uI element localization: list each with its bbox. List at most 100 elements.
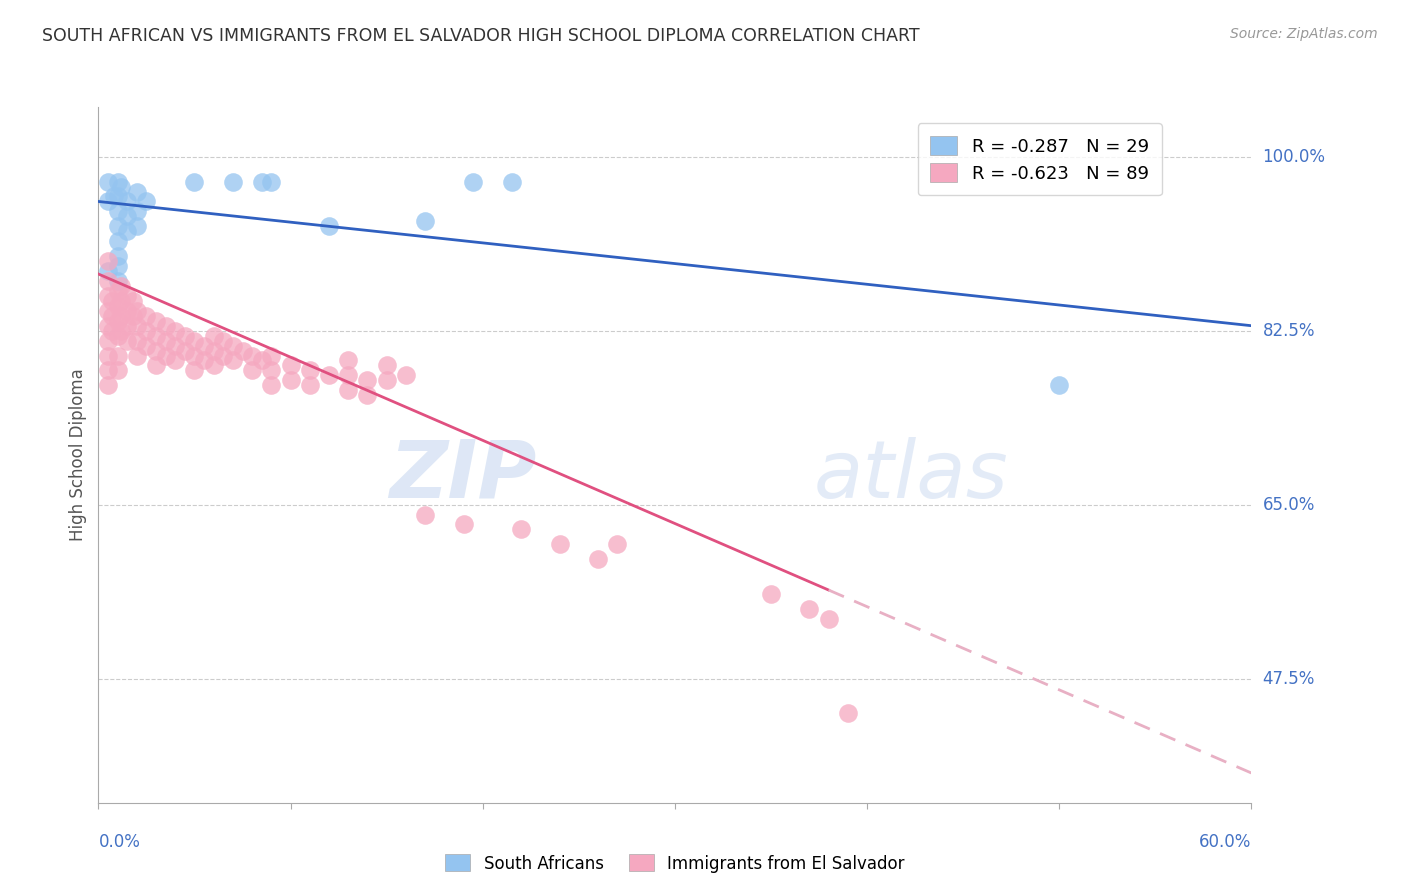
Point: [107, 328, 129, 343]
Point: [586, 552, 609, 566]
Point: [107, 204, 129, 219]
Point: [337, 384, 360, 398]
Point: [107, 349, 129, 363]
Point: [97, 254, 120, 268]
Point: [145, 328, 167, 343]
Point: [97, 175, 120, 189]
Point: [318, 219, 340, 234]
Point: [318, 368, 340, 383]
Legend: R = -0.287   N = 29, R = -0.623   N = 89: R = -0.287 N = 29, R = -0.623 N = 89: [918, 123, 1161, 195]
Point: [231, 343, 254, 358]
Point: [110, 293, 132, 308]
Point: [110, 179, 132, 194]
Point: [117, 224, 138, 238]
Point: [97, 194, 120, 209]
Text: SOUTH AFRICAN VS IMMIGRANTS FROM EL SALVADOR HIGH SCHOOL DIPLOMA CORRELATION CHA: SOUTH AFRICAN VS IMMIGRANTS FROM EL SALV…: [42, 27, 920, 45]
Point: [101, 293, 124, 308]
Point: [110, 309, 132, 323]
Point: [280, 359, 302, 373]
Legend: South Africans, Immigrants from El Salvador: South Africans, Immigrants from El Salva…: [439, 847, 911, 880]
Point: [125, 185, 148, 199]
Point: [107, 299, 129, 313]
Point: [97, 363, 120, 377]
Point: [165, 338, 187, 352]
Text: 47.5%: 47.5%: [1263, 670, 1315, 688]
Point: [202, 328, 225, 343]
Point: [97, 303, 120, 318]
Point: [117, 318, 138, 333]
Point: [222, 353, 245, 368]
Point: [107, 363, 129, 377]
Point: [101, 324, 124, 338]
Point: [510, 523, 533, 537]
Point: [453, 517, 475, 532]
Point: [375, 359, 398, 373]
Point: [155, 349, 177, 363]
Point: [110, 279, 132, 293]
Text: 82.5%: 82.5%: [1263, 322, 1315, 340]
Point: [174, 343, 197, 358]
Text: atlas: atlas: [813, 437, 1008, 515]
Point: [107, 314, 129, 328]
Point: [125, 219, 148, 234]
Point: [122, 309, 145, 323]
Point: [117, 194, 138, 209]
Point: [193, 338, 215, 352]
Point: [260, 175, 283, 189]
Point: [107, 259, 129, 273]
Point: [125, 334, 148, 348]
Point: [222, 175, 245, 189]
Point: [97, 334, 120, 348]
Point: [110, 324, 132, 338]
Point: [97, 318, 120, 333]
Point: [97, 264, 120, 278]
Point: [799, 602, 821, 616]
Point: [548, 537, 571, 551]
Point: [212, 349, 235, 363]
Point: [461, 175, 484, 189]
Point: [122, 293, 145, 308]
Point: [183, 175, 205, 189]
Point: [413, 508, 436, 522]
Point: [117, 334, 138, 348]
Point: [395, 368, 418, 383]
Point: [817, 612, 839, 626]
Point: [202, 343, 225, 358]
Point: [280, 373, 302, 387]
Point: [356, 388, 378, 402]
Point: [165, 353, 187, 368]
Point: [125, 349, 148, 363]
Text: Source: ZipAtlas.com: Source: ZipAtlas.com: [1230, 27, 1378, 41]
Text: 65.0%: 65.0%: [1263, 496, 1315, 514]
Text: 60.0%: 60.0%: [1199, 833, 1251, 851]
Point: [202, 359, 225, 373]
Point: [97, 289, 120, 303]
Point: [260, 349, 283, 363]
Point: [174, 328, 197, 343]
Point: [107, 284, 129, 298]
Point: [222, 338, 245, 352]
Point: [606, 537, 628, 551]
Point: [117, 289, 138, 303]
Point: [155, 318, 177, 333]
Point: [107, 249, 129, 263]
Point: [250, 353, 273, 368]
Point: [155, 334, 177, 348]
Point: [107, 189, 129, 203]
Point: [135, 324, 157, 338]
Point: [375, 373, 398, 387]
Point: [97, 349, 120, 363]
Point: [97, 274, 120, 288]
Point: [759, 587, 782, 601]
Point: [135, 309, 157, 323]
Point: [837, 706, 859, 721]
Point: [1047, 378, 1070, 392]
Point: [117, 303, 138, 318]
Point: [298, 363, 321, 377]
Point: [240, 363, 263, 377]
Point: [193, 353, 215, 368]
Point: [135, 194, 157, 209]
Point: [107, 219, 129, 234]
Point: [413, 214, 436, 228]
Point: [107, 274, 129, 288]
